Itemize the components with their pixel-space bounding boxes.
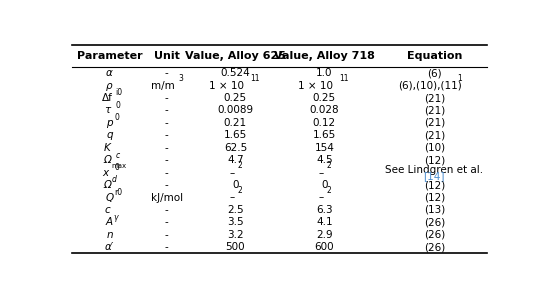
Text: (21): (21): [424, 130, 445, 140]
Text: α′: α′: [105, 242, 114, 252]
Text: Ω: Ω: [103, 155, 111, 165]
Text: Ω: Ω: [103, 180, 111, 190]
Text: 4.1: 4.1: [316, 217, 333, 227]
Text: [14]: [14]: [424, 171, 445, 181]
Text: 2: 2: [327, 186, 331, 195]
Text: A: A: [106, 217, 113, 227]
Text: m/m: m/m: [151, 81, 174, 91]
Text: 2: 2: [327, 161, 331, 170]
Text: (21): (21): [424, 106, 445, 115]
Text: α: α: [106, 68, 113, 78]
Text: (10): (10): [424, 143, 445, 153]
Text: c: c: [116, 150, 120, 160]
Text: (21): (21): [424, 118, 445, 128]
Text: 154: 154: [314, 143, 334, 153]
Text: -: -: [165, 242, 169, 252]
Text: d: d: [111, 176, 116, 184]
Text: 0.0089: 0.0089: [217, 106, 253, 115]
Text: 0: 0: [116, 101, 121, 110]
Text: γ: γ: [114, 213, 118, 222]
Text: 2.5: 2.5: [227, 205, 244, 215]
Text: 0.12: 0.12: [313, 118, 336, 128]
Text: 1 × 10: 1 × 10: [298, 81, 333, 91]
Text: 1: 1: [458, 74, 462, 83]
Text: 1.0: 1.0: [316, 68, 333, 78]
Text: –: –: [229, 193, 235, 202]
Text: 0: 0: [115, 113, 120, 122]
Text: 2: 2: [238, 186, 242, 195]
Text: τ: τ: [104, 106, 110, 115]
Text: 500: 500: [225, 242, 245, 252]
Text: 0: 0: [232, 180, 239, 190]
Text: ρ: ρ: [106, 81, 113, 91]
Text: x: x: [102, 168, 108, 178]
Text: (12): (12): [424, 155, 445, 165]
Text: p: p: [106, 118, 113, 128]
Text: 4.5: 4.5: [316, 155, 333, 165]
Text: 11: 11: [250, 74, 260, 83]
Text: n: n: [106, 230, 113, 240]
Text: K: K: [104, 143, 111, 153]
Text: -: -: [165, 217, 169, 227]
Text: -: -: [165, 230, 169, 240]
Text: -: -: [165, 68, 169, 78]
Text: (6): (6): [427, 68, 442, 78]
Text: 4.7: 4.7: [227, 155, 244, 165]
Text: Q: Q: [105, 193, 114, 202]
Text: 1.65: 1.65: [224, 130, 247, 140]
Text: (21): (21): [424, 93, 445, 103]
Text: Value, Alloy 718: Value, Alloy 718: [274, 51, 375, 61]
Text: 1.65: 1.65: [313, 130, 336, 140]
Text: 0.028: 0.028: [310, 106, 339, 115]
Text: Equation: Equation: [407, 51, 462, 61]
Text: (6),(10),(11): (6),(10),(11): [398, 81, 462, 91]
Text: max: max: [111, 164, 127, 170]
Text: q: q: [106, 130, 113, 140]
Text: (12): (12): [424, 193, 445, 202]
Text: 600: 600: [314, 242, 334, 252]
Text: –: –: [318, 168, 323, 178]
Text: -: -: [165, 180, 169, 190]
Text: 62.5: 62.5: [224, 143, 247, 153]
Text: -: -: [165, 143, 169, 153]
Text: Value, Alloy 625: Value, Alloy 625: [185, 51, 286, 61]
Text: (12): (12): [424, 180, 445, 190]
Text: -: -: [165, 118, 169, 128]
Text: (13): (13): [424, 205, 445, 215]
Text: 0: 0: [321, 180, 328, 190]
Text: 1 × 10: 1 × 10: [210, 81, 245, 91]
Text: (26): (26): [424, 217, 445, 227]
Text: kJ/mol: kJ/mol: [151, 193, 183, 202]
Text: 0.25: 0.25: [224, 93, 247, 103]
Text: i0: i0: [115, 89, 122, 97]
Text: -: -: [165, 205, 169, 215]
Text: 0.21: 0.21: [224, 118, 247, 128]
Text: See Lindgren et al.: See Lindgren et al.: [385, 165, 483, 175]
Text: –: –: [229, 168, 235, 178]
Text: 2.9: 2.9: [316, 230, 333, 240]
Text: (26): (26): [424, 242, 445, 252]
Text: -: -: [165, 155, 169, 165]
Text: 3: 3: [178, 74, 183, 83]
Text: 0.25: 0.25: [313, 93, 336, 103]
Text: -: -: [165, 130, 169, 140]
Text: 3.5: 3.5: [227, 217, 244, 227]
Text: -: -: [165, 106, 169, 115]
Text: 6.3: 6.3: [316, 205, 333, 215]
Text: 11: 11: [339, 74, 348, 83]
Text: Unit: Unit: [153, 51, 180, 61]
Text: -: -: [165, 93, 169, 103]
Text: (26): (26): [424, 230, 445, 240]
Text: c: c: [104, 205, 110, 215]
Text: -: -: [165, 168, 169, 178]
Text: Parameter: Parameter: [76, 51, 143, 61]
Text: 0.524: 0.524: [221, 68, 250, 78]
Text: –: –: [318, 193, 323, 202]
Text: 3.2: 3.2: [227, 230, 244, 240]
Text: 0: 0: [115, 163, 120, 172]
Text: r0: r0: [115, 188, 123, 197]
Text: 2: 2: [238, 161, 242, 170]
Text: Δf: Δf: [102, 93, 113, 103]
